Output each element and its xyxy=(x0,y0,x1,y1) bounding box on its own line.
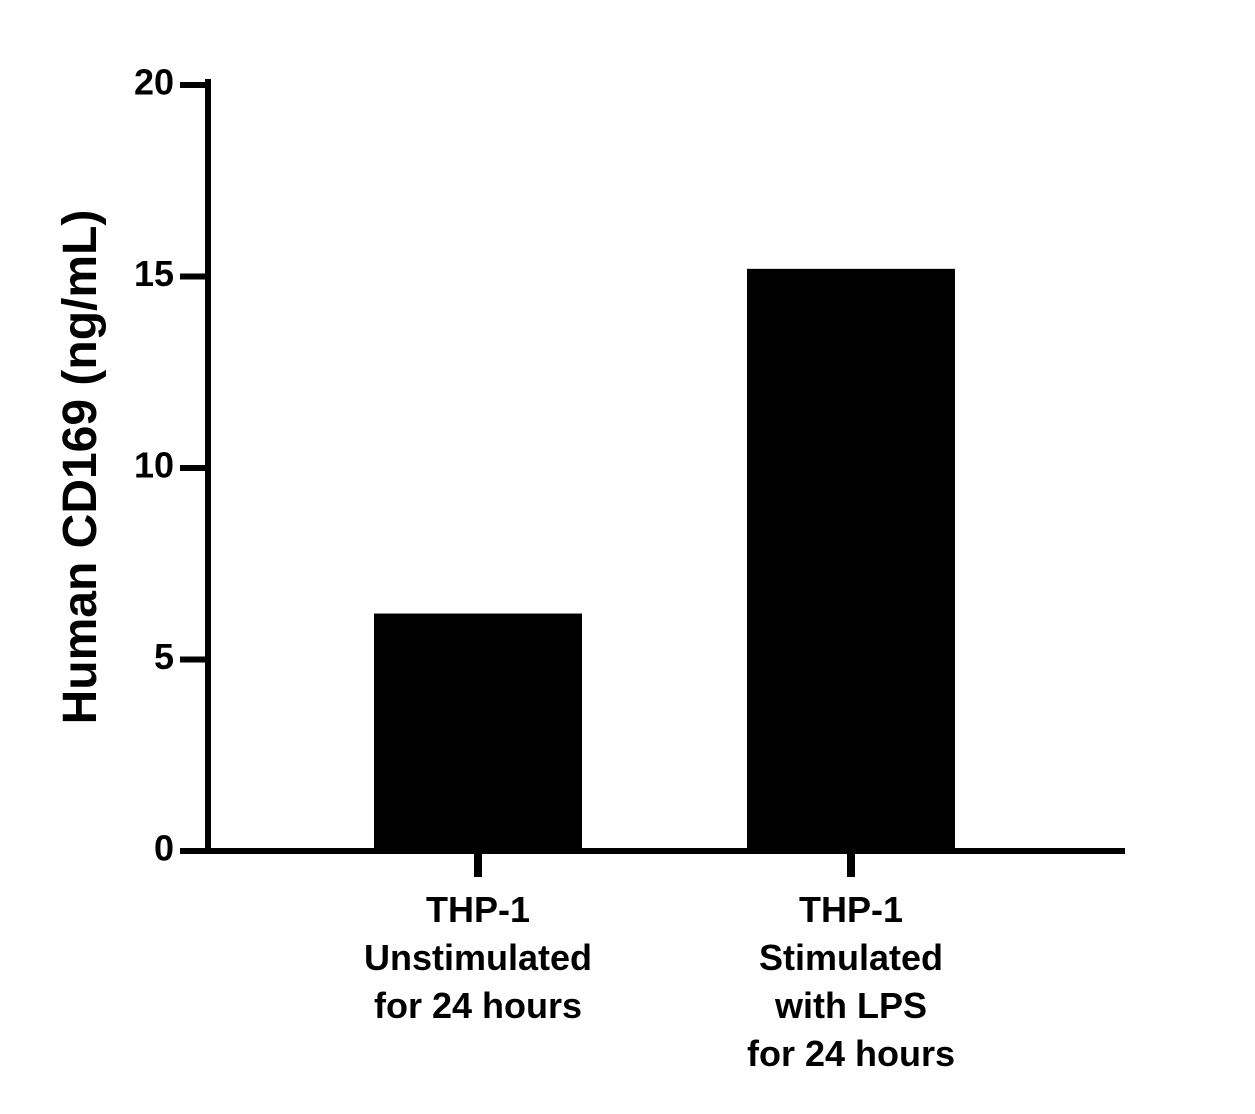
y-axis-label: Human CD169 (ng/mL) xyxy=(54,210,107,725)
x-tick-label: for 24 hours xyxy=(747,1033,955,1074)
bar xyxy=(374,613,582,851)
y-tick-label: 5 xyxy=(154,636,174,677)
x-tick-label: THP-1 xyxy=(799,889,903,930)
y-tick-label: 15 xyxy=(134,253,174,294)
x-tick-label: with LPS xyxy=(774,985,927,1026)
y-tick-label: 10 xyxy=(134,445,174,486)
x-tick-label: Stimulated xyxy=(759,937,943,978)
bar xyxy=(747,268,955,852)
y-tick-label: 20 xyxy=(134,62,174,103)
x-tick-label: for 24 hours xyxy=(374,985,582,1026)
x-tick-label: Unstimulated xyxy=(364,937,592,978)
y-tick-label: 0 xyxy=(154,828,174,869)
x-tick-label: THP-1 xyxy=(426,889,530,930)
